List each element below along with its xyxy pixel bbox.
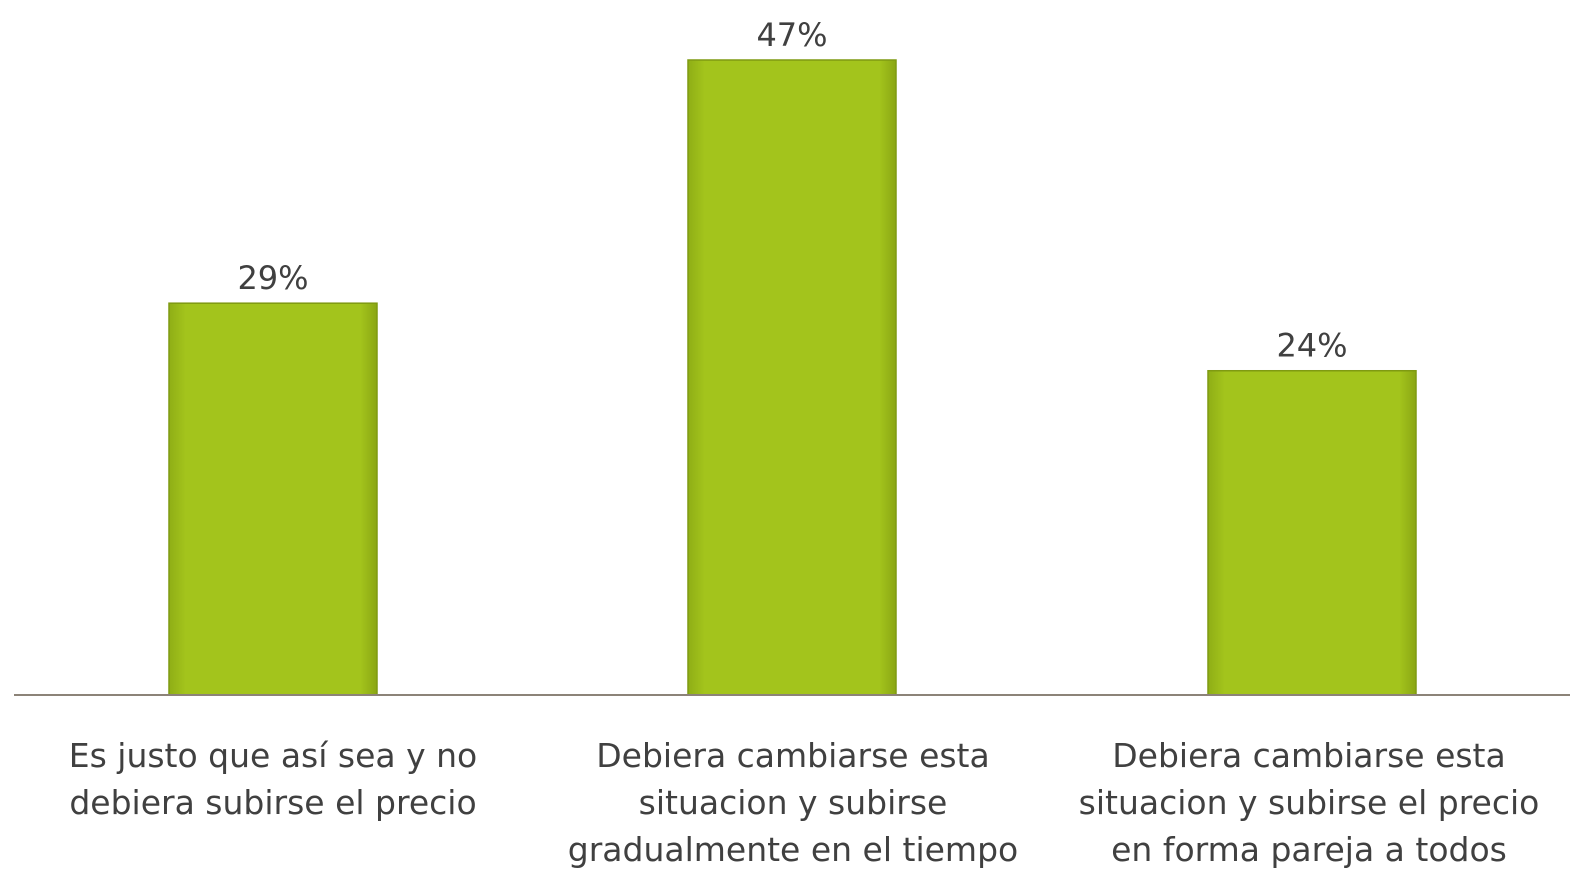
bar — [168, 302, 378, 696]
category-label: Es justo que así sea y no debiera subirs… — [68, 736, 478, 822]
value-label: 47% — [756, 16, 827, 54]
category-label: Debiera cambiarse esta situacion y subir… — [567, 736, 1019, 869]
bar — [1207, 369, 1417, 696]
value-labels-layer: 29% 47% 24% — [237, 16, 1347, 365]
category-label: Debiera cambiarse esta situacion y subir… — [1078, 736, 1540, 869]
bars-layer — [168, 59, 1417, 696]
bar — [687, 59, 897, 696]
value-label: 24% — [1276, 327, 1347, 365]
value-label: 29% — [237, 259, 308, 297]
